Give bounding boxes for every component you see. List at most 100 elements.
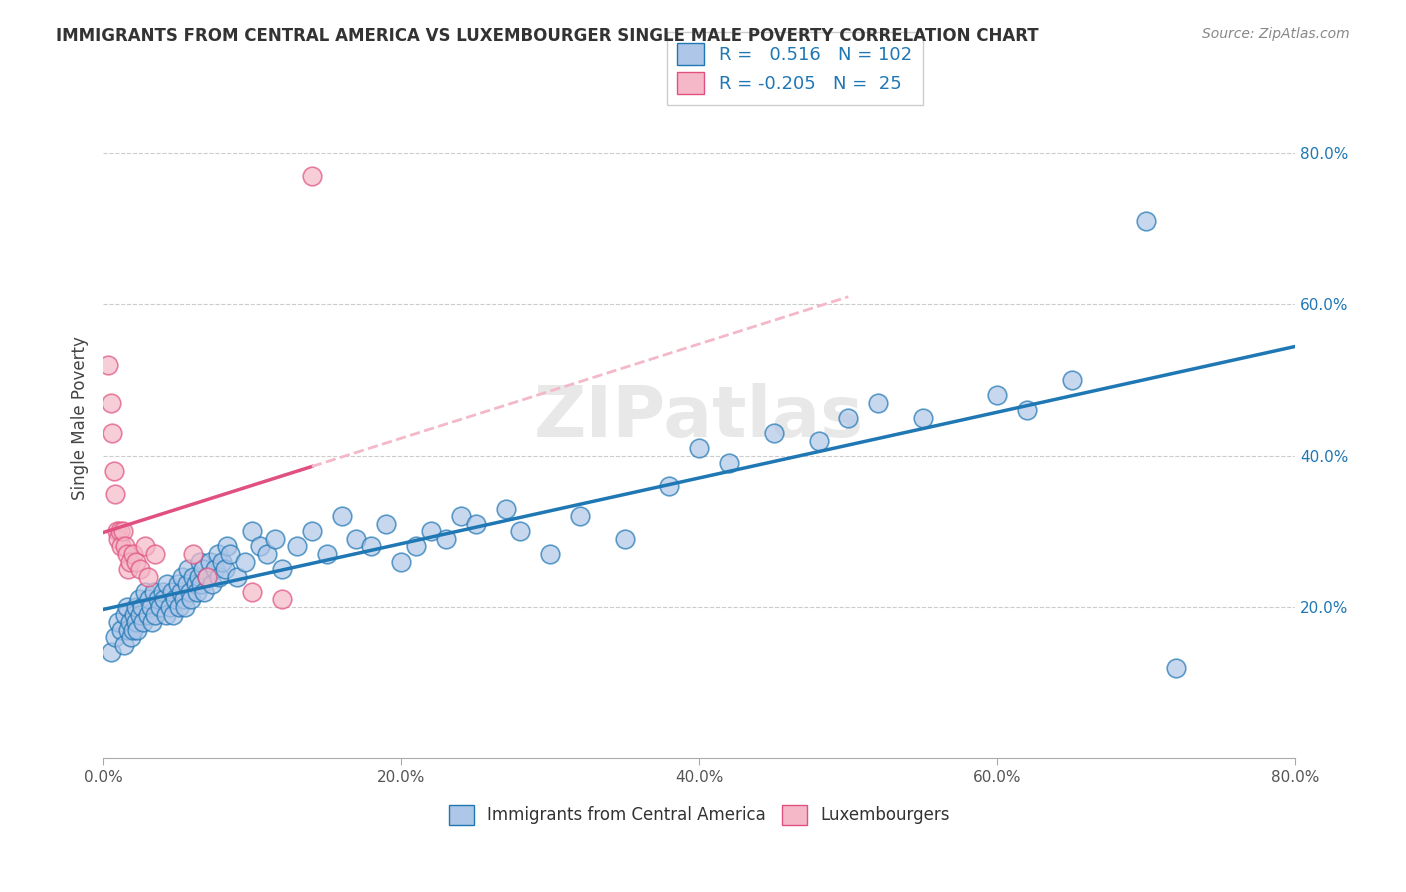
Point (114, 607, 136, 622)
Point (240, 524, 263, 539)
Point (117, 562, 139, 576)
Point (139, 600, 162, 615)
Point (118, 555, 141, 569)
Point (360, 540, 382, 554)
Point (184, 577, 207, 591)
Point (172, 570, 194, 584)
Point (271, 562, 294, 576)
Point (112, 638, 135, 652)
Point (1166, 660, 1188, 674)
Point (176, 577, 198, 591)
Point (718, 456, 741, 470)
Point (131, 600, 153, 615)
Legend: Immigrants from Central America, Luxembourgers: Immigrants from Central America, Luxembo… (441, 798, 956, 831)
Point (122, 623, 145, 637)
Point (115, 600, 138, 615)
Point (211, 555, 233, 569)
Point (193, 585, 215, 599)
Text: ZIPatlas: ZIPatlas (534, 384, 865, 452)
Point (420, 524, 443, 539)
Point (538, 547, 561, 561)
Point (271, 592, 294, 607)
Point (104, 630, 127, 644)
Point (143, 547, 166, 561)
Point (141, 615, 163, 629)
Point (162, 607, 184, 622)
Point (132, 615, 155, 629)
Text: Source: ZipAtlas.com: Source: ZipAtlas.com (1202, 27, 1350, 41)
Point (134, 585, 156, 599)
Point (173, 592, 195, 607)
Point (134, 540, 156, 554)
Point (301, 524, 323, 539)
Point (138, 592, 160, 607)
Point (124, 607, 146, 622)
Point (658, 479, 681, 493)
Point (100, 645, 122, 659)
Point (218, 547, 240, 561)
Point (143, 607, 166, 622)
Point (613, 532, 636, 546)
Point (762, 425, 785, 440)
Point (115, 547, 138, 561)
Point (179, 585, 201, 599)
Point (188, 555, 211, 569)
Point (129, 607, 152, 622)
Point (868, 396, 890, 410)
Point (181, 547, 204, 561)
Point (201, 577, 224, 591)
Point (129, 562, 152, 576)
Point (285, 540, 308, 554)
Point (167, 600, 190, 615)
Point (160, 585, 183, 599)
Point (240, 585, 263, 599)
Point (807, 434, 830, 448)
Point (191, 562, 214, 576)
Point (450, 509, 472, 524)
Point (169, 585, 191, 599)
Point (128, 592, 150, 607)
Point (186, 585, 208, 599)
Point (204, 562, 226, 576)
Y-axis label: Single Male Poverty: Single Male Poverty (72, 336, 89, 500)
Point (256, 547, 278, 561)
Point (155, 607, 177, 622)
Point (837, 410, 859, 425)
Point (166, 577, 188, 591)
Point (120, 630, 142, 644)
Point (495, 501, 517, 516)
Point (105, 524, 128, 539)
Point (149, 600, 172, 615)
Point (136, 570, 159, 584)
Point (330, 509, 353, 524)
Point (207, 547, 229, 561)
Point (125, 615, 148, 629)
Point (122, 547, 145, 561)
Point (1060, 373, 1083, 387)
Point (156, 577, 179, 591)
Point (108, 524, 131, 539)
Point (148, 592, 170, 607)
Point (197, 570, 219, 584)
Point (688, 441, 710, 455)
Point (142, 585, 165, 599)
Point (104, 486, 127, 500)
Point (263, 532, 285, 546)
Text: IMMIGRANTS FROM CENTRAL AMERICA VS LUXEMBOURGER SINGLE MALE POVERTY CORRELATION : IMMIGRANTS FROM CENTRAL AMERICA VS LUXEM… (56, 27, 1039, 45)
Point (1135, 214, 1157, 228)
Point (315, 547, 337, 561)
Point (125, 555, 148, 569)
Point (301, 169, 323, 183)
Point (569, 509, 592, 524)
Point (986, 388, 1008, 402)
Point (190, 577, 212, 591)
Point (208, 570, 231, 584)
Point (127, 623, 149, 637)
Point (117, 623, 139, 637)
Point (434, 532, 457, 546)
Point (152, 585, 174, 599)
Point (125, 600, 148, 615)
Point (110, 540, 132, 554)
Point (114, 540, 136, 554)
Point (100, 396, 122, 410)
